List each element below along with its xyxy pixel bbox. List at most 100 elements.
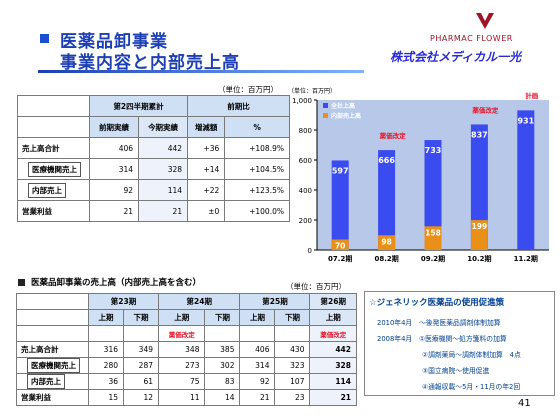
cell: +123.5% bbox=[224, 179, 290, 201]
row-label: 内部売上 bbox=[16, 373, 89, 390]
cell: 314 bbox=[88, 158, 140, 180]
note-cell bbox=[88, 325, 124, 342]
cell: 442 bbox=[309, 341, 357, 358]
x-tick-label: 07.2期 bbox=[328, 254, 352, 263]
bar-internal bbox=[378, 235, 396, 250]
bar-internal bbox=[331, 239, 349, 250]
table-row: 営業利益 21 21 ±0 +100.0% bbox=[17, 200, 290, 222]
y-tick-label: 0 bbox=[308, 247, 312, 255]
table-row: 医療機関売上 280 287 273 302 314 323 328 bbox=[16, 357, 357, 374]
row-label-text: 内部売上 bbox=[27, 374, 65, 389]
cell: 314 bbox=[239, 357, 276, 374]
x-tick-label: 10.2期 bbox=[467, 254, 491, 263]
change-header-cell: 前期比 bbox=[187, 95, 290, 117]
section-bullet-icon bbox=[18, 279, 25, 286]
row-label-text: 内部売上 bbox=[28, 182, 66, 198]
table-row: 内部売上 36 61 75 83 92 107 114 bbox=[16, 373, 357, 390]
table-row: 営業利益 15 12 11 14 21 23 21 bbox=[16, 389, 357, 406]
title-bullet-icon bbox=[40, 34, 49, 43]
bar-total-label: 837 bbox=[471, 130, 488, 139]
corner-cell bbox=[17, 95, 90, 117]
cell: +36 bbox=[187, 137, 226, 159]
bar-internal-label: 158 bbox=[425, 228, 441, 237]
title-underline bbox=[38, 70, 364, 73]
table2-unit: （単位：百万円） bbox=[286, 282, 346, 291]
pharmac-flower-logo: PHARMAC FLOWER bbox=[430, 13, 542, 48]
cell: ±0 bbox=[187, 200, 226, 222]
period-header: 第23期 bbox=[88, 293, 159, 310]
cell: 23 bbox=[274, 389, 311, 406]
annotation-label: 計画 bbox=[525, 91, 539, 100]
page-number: 41 bbox=[518, 398, 531, 409]
cell: 302 bbox=[204, 357, 241, 374]
legend-label: 内部売上高 bbox=[331, 112, 361, 120]
row-label-text: 医療機関売上 bbox=[28, 161, 81, 177]
cell: 348 bbox=[157, 341, 206, 358]
row-label-text: 医療機関売上 bbox=[27, 358, 80, 373]
cell: +14 bbox=[187, 158, 226, 180]
bar-total bbox=[378, 150, 396, 250]
cell: 280 bbox=[88, 357, 124, 374]
column-header: 今期実績 bbox=[138, 116, 189, 138]
cell: +100.0% bbox=[224, 200, 290, 222]
cell: 349 bbox=[123, 341, 159, 358]
cell: 385 bbox=[204, 341, 241, 358]
generic-line: ④通報収載～5月・11月の年2回 bbox=[422, 383, 521, 391]
generic-drug-policy-box: ☆ジェネリック医薬品の使用促進策 2010年4月 ～後発医薬品調剤体制加算 20… bbox=[364, 291, 555, 396]
cell: 21 bbox=[138, 200, 189, 222]
bar-total bbox=[331, 160, 349, 250]
legend-swatch bbox=[323, 113, 328, 118]
row-label: 医療機関売上 bbox=[16, 357, 89, 374]
note-cell: 薬価改定 bbox=[157, 325, 206, 342]
legend-label: 全社上高 bbox=[330, 102, 355, 110]
chart-unit: （単位：百万円） bbox=[288, 88, 337, 95]
cell: 114 bbox=[309, 373, 357, 390]
half-header: 上期 bbox=[239, 309, 276, 326]
column-header: 前期実績 bbox=[88, 116, 140, 138]
table1-unit: （単位：百万円） bbox=[218, 85, 278, 94]
note-cell: 薬価改定 bbox=[309, 325, 357, 342]
note-cell bbox=[204, 325, 241, 342]
bar-total-label: 597 bbox=[332, 166, 349, 175]
cell: 75 bbox=[157, 373, 206, 390]
half-header: 上期 bbox=[88, 309, 124, 326]
row-label: 営業利益 bbox=[16, 389, 89, 406]
cell: 21 bbox=[309, 389, 357, 406]
x-tick-label: 08.2期 bbox=[374, 254, 398, 263]
x-tick-label: 11.2期 bbox=[514, 254, 538, 263]
bar-total-label: 931 bbox=[517, 116, 534, 125]
group-header-cell: 第2四半期累計 bbox=[88, 95, 189, 117]
medical-ikko-logo: 株式会社メディカル一光 bbox=[390, 50, 522, 64]
cell: 92 bbox=[239, 373, 276, 390]
page-subtitle: 事業内容と内部売上高 bbox=[60, 53, 240, 73]
pharmac-flower-text: PHARMAC FLOWER bbox=[430, 34, 513, 43]
note-cell bbox=[239, 325, 276, 342]
page-title: 医薬品卸事業 bbox=[60, 32, 168, 52]
cell: 328 bbox=[138, 158, 189, 180]
bar-total-label: 666 bbox=[378, 156, 395, 165]
column-header: % bbox=[224, 116, 290, 138]
cell: +22 bbox=[187, 179, 226, 201]
table-row: 医療機関売上 314 328 +14 +104.5% bbox=[17, 158, 290, 180]
section-title: 医薬品卸事業の売上高（内部売上高を含む） bbox=[31, 278, 202, 288]
cell: 316 bbox=[88, 341, 124, 358]
generic-line: 2008年4月 ①医療機関～処方箋料の加算 bbox=[377, 335, 507, 343]
corner-cell bbox=[16, 325, 89, 342]
half-header: 下期 bbox=[123, 309, 159, 326]
cell: 406 bbox=[239, 341, 276, 358]
period-header: 第25期 bbox=[239, 293, 311, 310]
x-tick-label: 09.2期 bbox=[421, 254, 445, 263]
half-header: 上期 bbox=[309, 309, 357, 326]
row-label: 医療機関売上 bbox=[17, 158, 90, 180]
flower-mark-icon bbox=[476, 13, 494, 29]
y-tick-label: 800 bbox=[299, 127, 312, 135]
period-header: 第24期 bbox=[157, 293, 241, 310]
column-header: 増減額 bbox=[187, 116, 226, 138]
annotation-label: 薬価改定 bbox=[471, 105, 499, 114]
half-header: 上期 bbox=[157, 309, 206, 326]
generic-line: 2010年4月 ～後発医薬品調剤体制加算 bbox=[377, 319, 501, 327]
bar-internal bbox=[424, 226, 442, 250]
bar-total bbox=[424, 140, 442, 250]
bar-internal-label: 70 bbox=[335, 242, 345, 251]
row-label: 売上高合計 bbox=[17, 137, 90, 159]
